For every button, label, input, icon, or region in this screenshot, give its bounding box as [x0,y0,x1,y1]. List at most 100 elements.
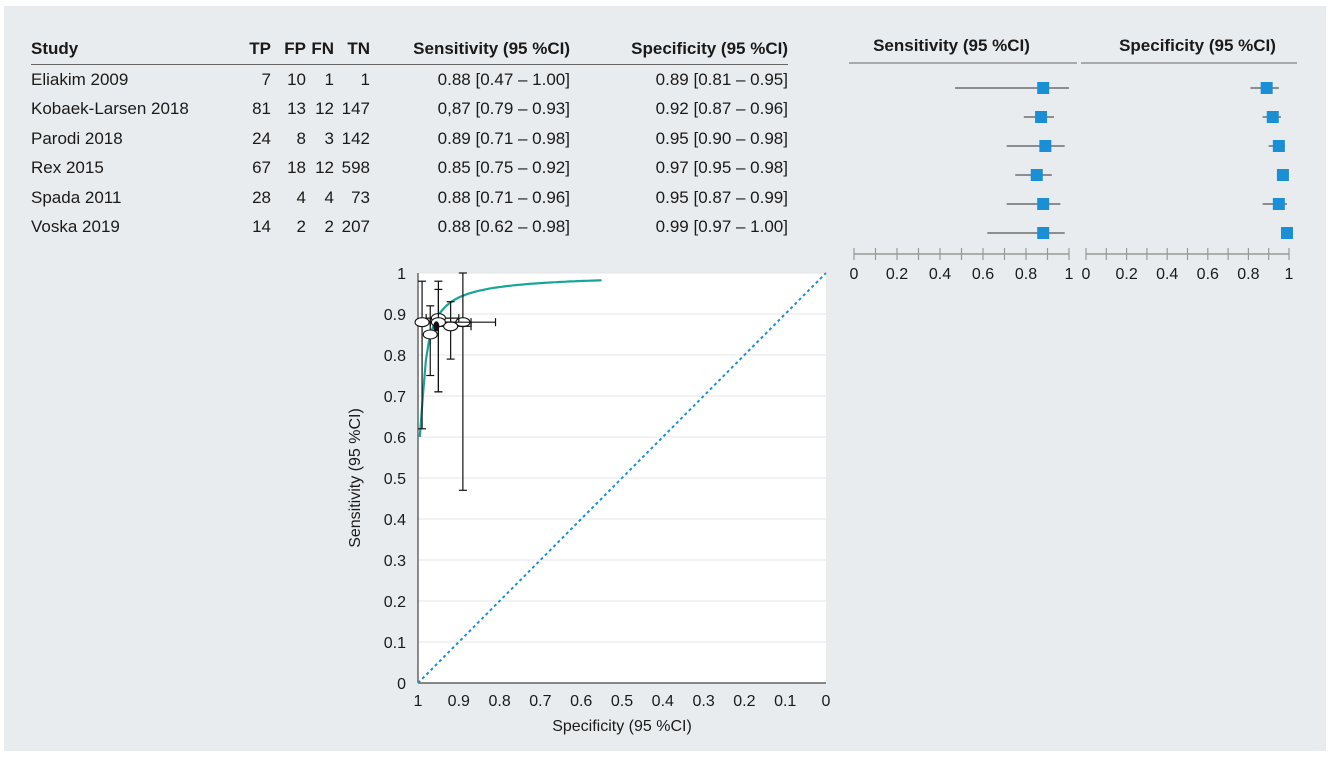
header-sensitivity: Sensitivity (95 %CI) [370,34,570,65]
study-table: Study TP FP FN TN Sensitivity (95 %CI) S… [31,34,788,242]
forest-point-marker [1035,111,1048,123]
cell-tn: 1 [360,69,370,89]
cell-tp: 7 [261,69,271,89]
cell-fn: 3 [324,128,334,148]
forest-plots: Sensitivity (95 %CI)0 0.2 0.4 0.6 0.8 1Specif… [849,36,1297,283]
y-tick-label: 0.3 [384,553,406,570]
sensitivity-forest-plot: Sensitivity (95 %CI) 0 0.2 0.4 0.6 0.8 1 [849,36,1077,283]
study-point [422,305,439,377]
header-specificity: Specificity (95 %CI) [570,34,788,65]
cell-specificity: 0.95 [0.87 – 0.99] [655,187,788,207]
cell-fp: 2 [296,217,306,237]
forest-tick-label: 0.4 [929,266,951,283]
sroc-chart: 0 0.1 0.2 0.3 0.4 0.5 0.6 0.7 0.8 0.9 1 1 0.9 0.8 0.7 0… [347,266,831,735]
forest-tick-label: 0.6 [1197,266,1219,283]
table-row: Voska 2019 14 2 2 207 0.88 [0.62 – 0.98]… [31,213,788,243]
cell-specificity: 0.89 [0.81 – 0.95] [655,69,788,89]
cell-sensitivity: 0.88 [0.47 – 1.00] [437,69,570,89]
cell-study: Voska 2019 [31,217,120,237]
forest-point-marker [1037,198,1050,210]
header-fp: FP [271,34,306,65]
forest-tick-label: 0 [1082,266,1091,283]
cell-study: Eliakim 2009 [31,69,129,89]
x-tick-label: 0.9 [448,693,470,710]
forest-point-marker [1037,227,1050,239]
forest-point-marker [1280,227,1293,239]
x-tick-label: 0.5 [611,693,633,710]
cell-fp: 13 [287,99,306,119]
y-tick-label: 0.1 [384,635,406,652]
x-tick-label: 0.3 [692,693,714,710]
chance-diagonal-line [417,272,827,684]
cell-fp: 10 [287,69,306,89]
y-tick-label: 0.4 [384,512,406,529]
y-tick-label: 0.6 [384,430,406,447]
y-axis-label: Sensitivity (95 %CI) [347,408,364,548]
forest-point-marker [1260,82,1273,94]
cell-specificity: 0.95 [0.90 – 0.98] [655,128,788,148]
cell-sensitivity: 0.88 [0.71 – 0.96] [437,187,570,207]
study-marker [422,329,438,340]
x-tick-label: 0.7 [529,693,551,710]
forest-tick-label: 0.6 [972,266,994,283]
cell-tp: 24 [252,128,271,148]
cell-sensitivity: 0.88 [0.62 – 0.98] [437,217,570,237]
table-header-row: Study TP FP FN TN Sensitivity (95 %CI) S… [31,34,788,65]
cell-tp: 81 [252,99,271,119]
x-axis-label: Specificity (95 %CI) [552,718,692,735]
x-tick-label: 0.1 [774,693,796,710]
y-tick-label: 0.7 [384,389,406,406]
x-tick-label: 0 [822,693,831,710]
forest-point-marker [1266,111,1279,123]
y-tick-label: 0.9 [384,307,406,324]
cell-fp: 18 [287,158,306,178]
header-study: Study [31,34,241,65]
forest-point-marker [1037,82,1050,94]
x-tick-label: 0.6 [570,693,592,710]
cell-specificity: 0.97 [0.95 – 0.98] [655,158,788,178]
y-tick-label: 0.8 [384,348,406,365]
forest-tick-label: 1 [1285,266,1294,283]
cell-tn: 207 [341,217,370,237]
forest-title: Sensitivity (95 %CI) [873,36,1030,55]
cell-fn: 1 [324,69,334,89]
header-tn: TN [334,34,370,65]
forest-tick-label: 0.8 [1015,266,1037,283]
sroc-plot: 0 0.1 0.2 0.3 0.4 0.5 0.6 0.7 0.8 0.9 1 1 0.9 0.8 0.7 0… [347,266,831,735]
cell-tp: 67 [252,158,271,178]
table-row: Rex 2015 67 18 12 598 0.85 [0.75 – 0.92]… [31,154,788,184]
cell-sensitivity: 0.89 [0.71 – 0.98] [437,128,570,148]
table-row: Kobaek-Larsen 2018 81 13 12 147 0,87 [0.… [31,95,788,125]
header-tp: TP [241,34,271,65]
table-row: Parodi 2018 24 8 3 142 0.89 [0.71 – 0.98… [31,124,788,154]
cell-study: Kobaek-Larsen 2018 [31,99,189,119]
y-tick-label: 0.2 [384,594,406,611]
x-tick-label: 0.2 [733,693,755,710]
forest-tick-label: 0.8 [1237,266,1259,283]
cell-specificity: 0.92 [0.87 – 0.96] [655,99,788,119]
forest-tick-label: 0 [850,266,859,283]
x-tick-label: 0.8 [488,693,510,710]
cell-fn: 4 [324,187,334,207]
forest-point-marker [1039,140,1052,152]
header-fn: FN [306,34,334,65]
specificity-forest-plot: Specificity (95 %CI) 0 0.2 0.4 0.6 0.8 1 [1081,36,1297,283]
forest-tick-label: 0.2 [886,266,908,283]
cell-tn: 147 [341,99,370,119]
cell-sensitivity: 0,87 [0.79 – 0.93] [437,99,570,119]
forest-tick-label: 0.2 [1115,266,1137,283]
cell-tn: 598 [341,158,370,178]
cell-fn: 12 [315,158,334,178]
forest-tick-label: 1 [1065,266,1074,283]
x-tick-label: 1 [414,693,423,710]
cell-tp: 28 [252,187,271,207]
table-row: Eliakim 2009 7 10 1 1 0.88 [0.47 – 1.00]… [31,65,788,95]
cell-tn: 142 [341,128,370,148]
forest-title: Specificity (95 %CI) [1119,36,1276,55]
cell-study: Spada 2011 [31,187,122,207]
cell-sensitivity: 0.85 [0.75 – 0.92] [437,158,570,178]
y-tick-label: 0 [397,676,406,693]
forest-tick-label: 0.4 [1156,266,1178,283]
y-tick-label: 0.5 [384,471,406,488]
study-marker [414,317,430,328]
